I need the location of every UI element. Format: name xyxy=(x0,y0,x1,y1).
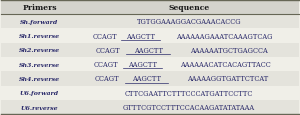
Text: AAAAAACATCACAGTTACC: AAAAAACATCACAGTTACC xyxy=(180,61,271,69)
Text: Sh3.reverse: Sh3.reverse xyxy=(19,62,60,67)
Text: Sh2.reverse: Sh2.reverse xyxy=(19,48,60,53)
Text: Sh1.reverse: Sh1.reverse xyxy=(19,34,60,39)
FancyBboxPatch shape xyxy=(1,1,299,15)
FancyBboxPatch shape xyxy=(1,43,299,58)
FancyBboxPatch shape xyxy=(1,29,299,43)
Text: Primers: Primers xyxy=(22,4,57,12)
Text: AAGCTT: AAGCTT xyxy=(128,61,157,69)
FancyBboxPatch shape xyxy=(1,58,299,72)
Text: U6.reverse: U6.reverse xyxy=(21,105,58,110)
Text: AAGCTT: AAGCTT xyxy=(126,32,155,40)
Text: TGTGGAAAGGACGAAACACCG: TGTGGAAAGGACGAAACACCG xyxy=(136,18,241,26)
Text: AAAAAGGTGATTCTCAT: AAAAAGGTGATTCTCAT xyxy=(187,75,268,83)
Text: CCAGT: CCAGT xyxy=(95,75,119,83)
Text: GTTTCGTCCTTTCCACAAGATATATAAA: GTTTCGTCCTTTCCACAAGATATATAAA xyxy=(123,103,255,111)
FancyBboxPatch shape xyxy=(1,86,299,100)
Text: CCAGT: CCAGT xyxy=(93,32,118,40)
Text: CTTCGAATTCTTTCCCATGATTCCTTC: CTTCGAATTCTTTCCCATGATTCCTTC xyxy=(124,89,253,97)
FancyBboxPatch shape xyxy=(1,15,299,29)
Text: CCAGT: CCAGT xyxy=(94,61,118,69)
Text: AAGCTT: AAGCTT xyxy=(132,75,161,83)
Text: CCAGT: CCAGT xyxy=(95,46,120,54)
Text: Sequence: Sequence xyxy=(168,4,209,12)
Text: Sh4.reverse: Sh4.reverse xyxy=(19,76,60,81)
Text: AAGCTT: AAGCTT xyxy=(134,46,163,54)
Text: Sh.forward: Sh.forward xyxy=(20,20,58,24)
Text: AAAAAAGAAATCAAAGTCAG: AAAAAAGAAATCAAAGTCAG xyxy=(176,32,272,40)
FancyBboxPatch shape xyxy=(1,72,299,86)
Text: U6.forward: U6.forward xyxy=(20,91,59,95)
Text: AAAAAATGCTGAGCCA: AAAAAATGCTGAGCCA xyxy=(190,46,268,54)
FancyBboxPatch shape xyxy=(1,100,299,114)
